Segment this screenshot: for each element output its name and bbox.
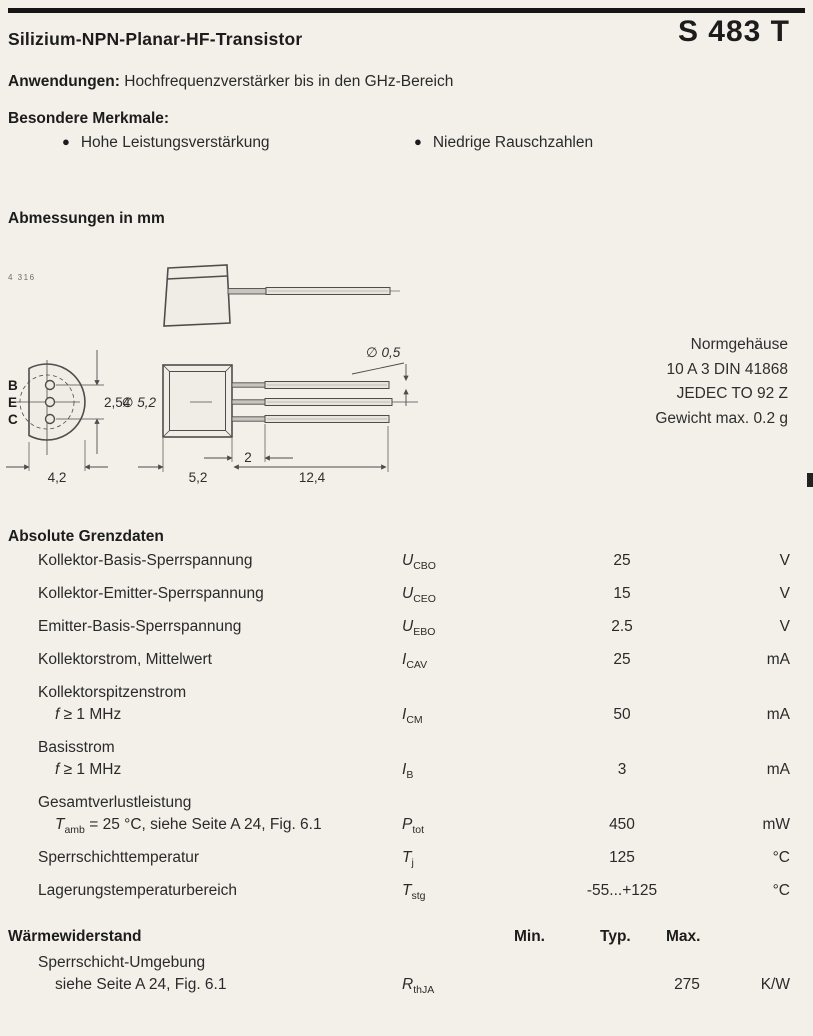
thermal-symbol: RthJA <box>402 976 435 997</box>
rating-label: Basisstrom <box>38 739 115 756</box>
rating-unit: mA <box>766 651 790 668</box>
rating-value: 125 <box>609 849 635 866</box>
bullet-icon: ● <box>62 134 70 149</box>
dim-lead-offset: 2 <box>244 450 252 465</box>
dimension-drawing: 4 316 B E C 2,54 4,2 ∅ 5,2 5,2 2 12,4 ∅ … <box>6 264 418 485</box>
rating-row: Kollektor-Basis-Sperrspannung UCBO 25 V <box>0 550 813 572</box>
rating-row: Emitter-Basis-Sperrspannung UEBO 2.5 V <box>0 616 813 638</box>
thermal-heading: Wärmewiderstand <box>8 928 142 945</box>
rating-row: Basisstrom f ≥ 1 MHz IB 3 mA <box>0 737 813 781</box>
rating-row: Lagerungstemperaturbereich Tstg -55...+1… <box>0 880 813 902</box>
pin-label-c: C <box>8 412 18 427</box>
feature-text: Hohe Leistungsverstärkung <box>80 134 270 151</box>
ratings-heading: Absolute Grenzdaten <box>8 528 164 545</box>
rating-symbol: Tj <box>402 849 414 870</box>
rating-unit: mW <box>762 816 790 833</box>
applications-text: Hochfrequenzverstärker bis in den GHz-Be… <box>119 73 454 90</box>
rating-value: 50 <box>613 706 631 723</box>
thermal-max-value: 275 <box>674 976 700 993</box>
rating-unit: °C <box>772 849 790 866</box>
rating-row: Kollektorspitzenstrom f ≥ 1 MHz ICM 50 m… <box>0 682 813 726</box>
margin-note: 4 316 <box>8 273 36 282</box>
rating-value: 2.5 <box>611 618 633 635</box>
dim-body-depth: 4,2 <box>48 470 67 485</box>
applications-label: Anwendungen: <box>8 73 120 90</box>
dim-lead-length: 12,4 <box>299 470 326 485</box>
dim-lead-dia: ∅ 0,5 <box>366 345 401 360</box>
rating-unit: V <box>779 552 790 569</box>
package-info: Normgehäuse 10 A 3 DIN 41868 JEDEC TO 92… <box>655 333 788 431</box>
page-title: Silizium-NPN-Planar-HF-Transistor <box>8 29 303 49</box>
rating-value: 15 <box>613 585 631 602</box>
col-typ: Typ. <box>600 928 631 945</box>
ratings-table: Kollektor-Basis-Sperrspannung UCBO 25 V … <box>0 550 813 913</box>
package-info-line: JEDEC TO 92 Z <box>676 385 788 402</box>
rating-label: Kollektor-Basis-Sperrspannung <box>38 552 253 569</box>
rating-unit: mA <box>766 706 790 723</box>
rating-row: Sperrschichttemperatur Tj 125 °C <box>0 847 813 869</box>
feature-item: ● Niedrige Rauschzahlen <box>414 134 593 152</box>
col-max: Max. <box>666 928 701 945</box>
rating-symbol: UEBO <box>402 618 436 639</box>
rating-condition: Tamb = 25 °C, siehe Seite A 24, Fig. 6.1 <box>55 816 322 837</box>
rating-unit: V <box>779 618 790 635</box>
side-view <box>138 362 418 472</box>
top-rule <box>8 8 805 13</box>
part-number: S 483 T <box>677 15 790 48</box>
package-info-line: Normgehäuse <box>690 336 788 353</box>
rating-symbol: ICAV <box>402 651 428 672</box>
bullet-icon: ● <box>414 134 422 149</box>
features-heading: Besondere Merkmale: <box>8 110 170 127</box>
top-view <box>163 264 400 327</box>
rating-row: Kollektor-Emitter-Sperrspannung UCEO 15 … <box>0 583 813 605</box>
rating-value: -55...+125 <box>586 882 658 899</box>
rating-label: Kollektorstrom, Mittelwert <box>38 651 212 668</box>
rating-symbol: Ptot <box>402 816 425 837</box>
pin-label-b: B <box>8 378 18 393</box>
rating-row: Kollektorstrom, Mittelwert ICAV 25 mA <box>0 649 813 671</box>
thermal-unit: K/W <box>760 976 790 993</box>
package-info-line: Gewicht max. 0.2 g <box>655 409 788 427</box>
thermal-data-row: Sperrschicht-Umgebung siehe Seite A 24, … <box>0 952 813 996</box>
rating-value: 25 <box>613 552 631 569</box>
thermal-condition: siehe Seite A 24, Fig. 6.1 <box>55 976 227 993</box>
rating-symbol: UCBO <box>402 552 436 573</box>
thermal-table: Sperrschicht-Umgebung siehe Seite A 24, … <box>0 952 813 1007</box>
rating-value: 3 <box>617 761 627 778</box>
dim-body-dia: ∅ 5,2 <box>122 395 157 410</box>
thermal-label: Sperrschicht-Umgebung <box>38 954 206 971</box>
dim-pin-pitch: 2,54 <box>104 395 131 410</box>
dimensions-heading: Abmessungen in mm <box>8 210 165 227</box>
rating-label: Sperrschichttemperatur <box>38 849 200 866</box>
pin-label-e: E <box>8 395 17 410</box>
front-view <box>6 350 108 471</box>
feature-item: ● Hohe Leistungsverstärkung <box>62 134 270 152</box>
thermal-header: Wärmewiderstand Min. Typ. Max. <box>0 926 813 948</box>
rating-unit: V <box>779 585 790 602</box>
feature-text: Niedrige Rauschzahlen <box>432 134 594 151</box>
rating-symbol: ICM <box>402 706 423 727</box>
rating-unit: mA <box>766 761 790 778</box>
rating-condition: f ≥ 1 MHz <box>55 706 122 723</box>
rating-condition: f ≥ 1 MHz <box>55 761 122 778</box>
rating-label: Kollektorspitzenstrom <box>38 684 187 701</box>
rating-label: Lagerungstemperaturbereich <box>38 882 238 899</box>
rating-label: Emitter-Basis-Sperrspannung <box>38 618 242 635</box>
rating-symbol: UCEO <box>402 585 436 606</box>
rating-value: 450 <box>609 816 635 833</box>
rating-symbol: Tstg <box>402 882 426 903</box>
page-edge-mark <box>807 473 813 487</box>
rating-row: Gesamtverlustleistung Tamb = 25 °C, sieh… <box>0 792 813 836</box>
rating-label: Kollektor-Emitter-Sperrspannung <box>38 585 264 602</box>
features-list: ● Hohe Leistungsverstärkung ● Niedrige Rau… <box>0 134 813 154</box>
rating-symbol: IB <box>402 761 414 782</box>
col-min: Min. <box>514 928 545 945</box>
dim-body-width: 5,2 <box>189 470 208 485</box>
applications-line: Anwendungen: Hochfrequenzverstärker bis … <box>8 73 453 91</box>
package-info-line: 10 A 3 DIN 41868 <box>666 360 788 378</box>
rating-value: 25 <box>613 651 631 668</box>
rating-label: Gesamtverlustleistung <box>38 794 192 811</box>
rating-unit: °C <box>772 882 790 899</box>
